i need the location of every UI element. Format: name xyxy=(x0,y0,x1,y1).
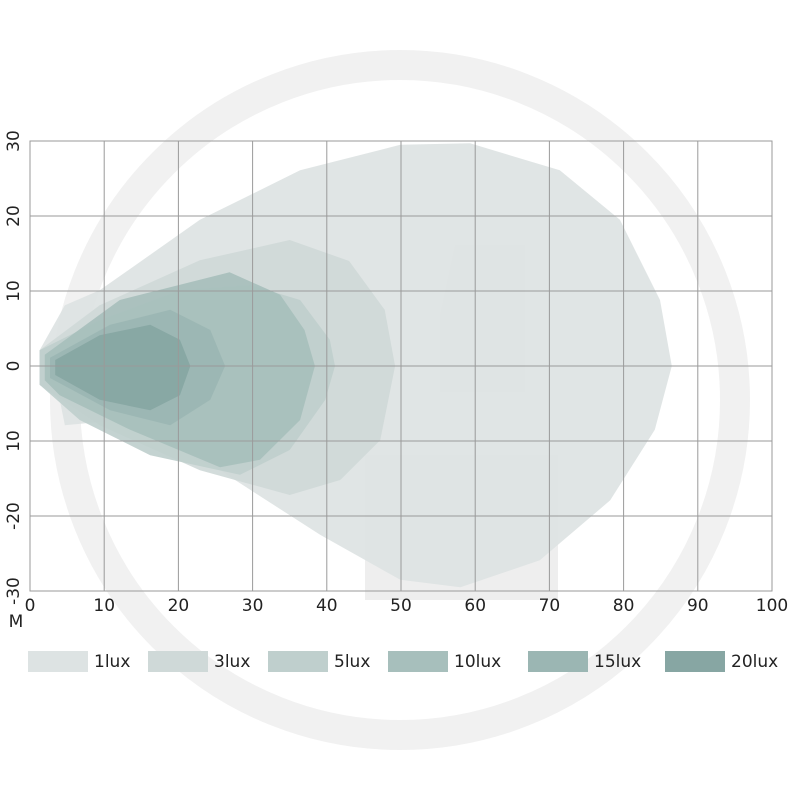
legend-swatch xyxy=(268,651,328,672)
legend-swatch xyxy=(148,651,208,672)
x-tick-label: 70 xyxy=(539,596,561,616)
x-tick-label: 80 xyxy=(613,596,635,616)
x-axis-label: M xyxy=(9,612,24,632)
y-tick-label: -30 xyxy=(4,577,24,605)
legend-swatch xyxy=(528,651,588,672)
y-tick-label: 20 xyxy=(4,205,24,227)
legend-swatch xyxy=(665,651,725,672)
legend-label: 10lux xyxy=(454,652,501,672)
legend-label: 3lux xyxy=(214,652,250,672)
x-tick-label: 50 xyxy=(390,596,412,616)
plot-area xyxy=(29,140,773,592)
x-tick-label: 10 xyxy=(93,596,115,616)
y-tick-label: 30 xyxy=(4,130,24,152)
y-tick-label: -20 xyxy=(4,502,24,530)
legend-label: 15lux xyxy=(594,652,641,672)
x-tick-label: 30 xyxy=(242,596,264,616)
legend-swatch xyxy=(388,651,448,672)
x-tick-label: 90 xyxy=(687,596,709,616)
y-tick-label: 0 xyxy=(4,361,24,372)
x-tick-label: 100 xyxy=(756,596,788,616)
legend-label: 1lux xyxy=(94,652,130,672)
x-tick-label: 60 xyxy=(464,596,486,616)
legend-label: 5lux xyxy=(334,652,370,672)
isolux-area xyxy=(55,324,191,411)
y-tick-label: 10 xyxy=(4,430,24,452)
legend-swatch xyxy=(28,651,88,672)
y-tick-label: 10 xyxy=(4,280,24,302)
x-tick-label: 0 xyxy=(25,596,36,616)
x-tick-label: 40 xyxy=(316,596,338,616)
x-tick-label: 20 xyxy=(168,596,190,616)
legend-label: 20lux xyxy=(731,652,778,672)
